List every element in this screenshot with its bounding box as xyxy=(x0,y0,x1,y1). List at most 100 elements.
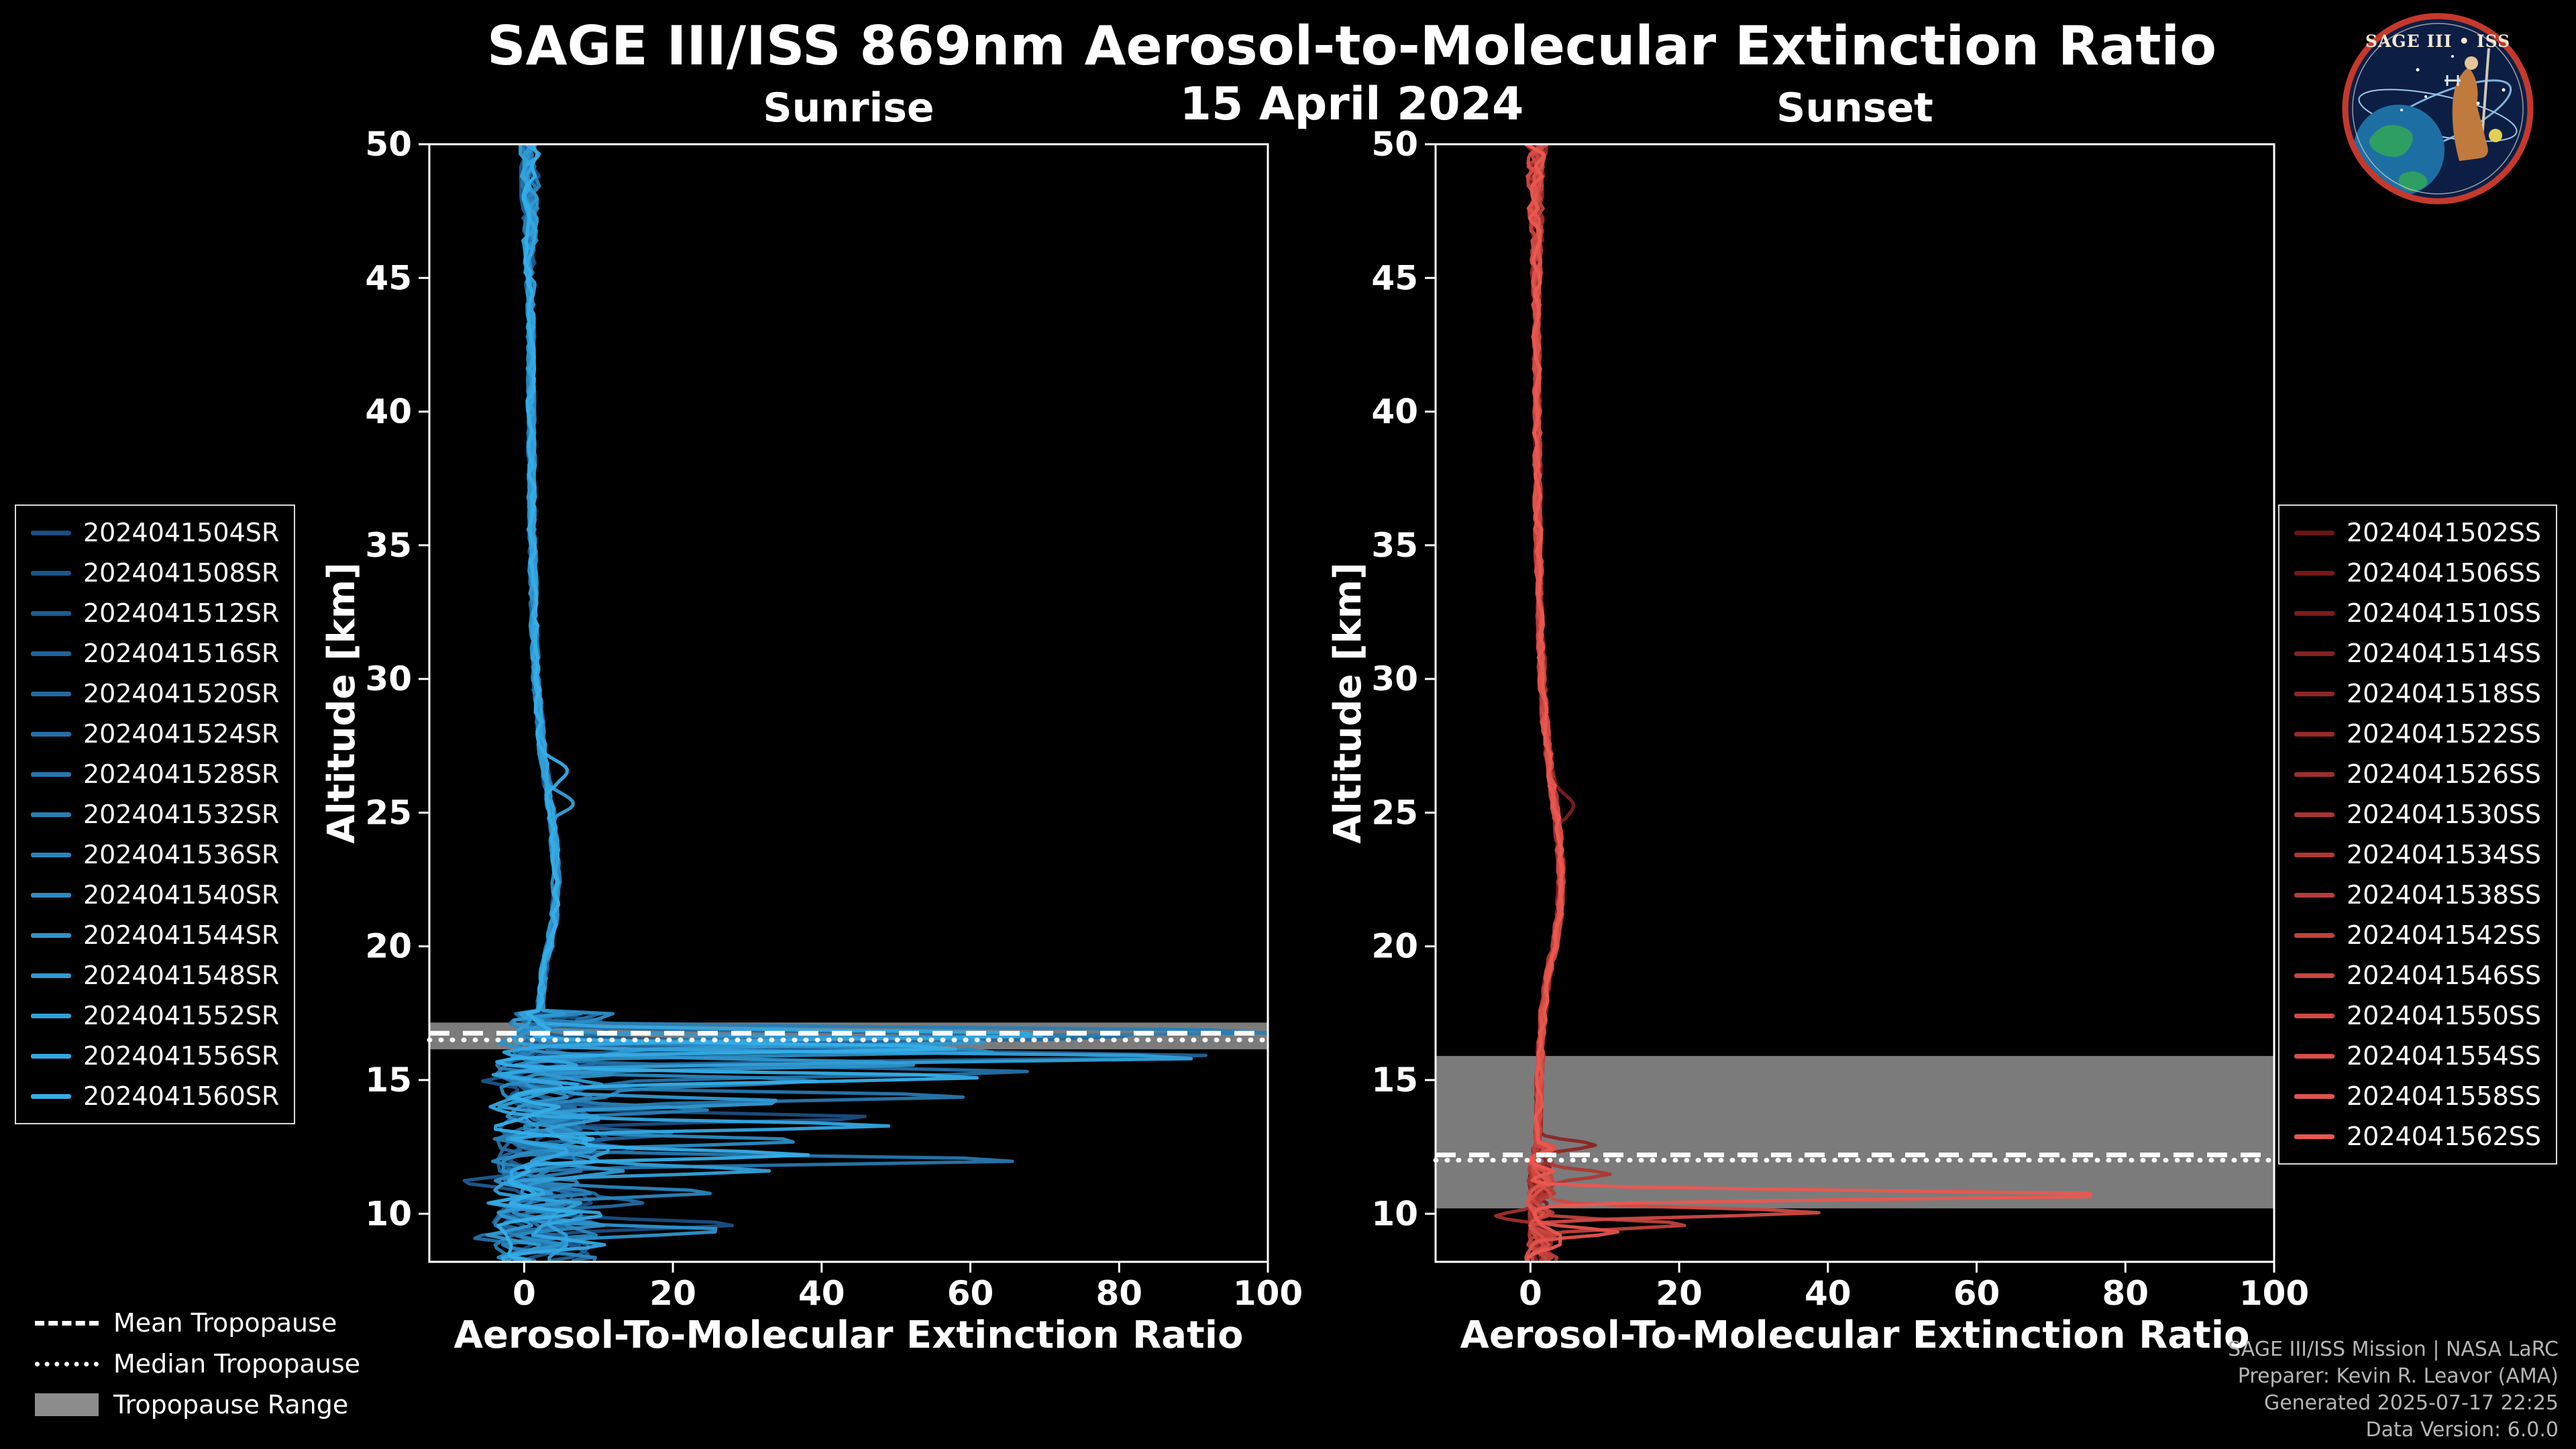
x-tick-label: 0 xyxy=(513,1274,536,1313)
legend-label: 2024041562SS xyxy=(2346,1122,2541,1151)
legend-line-swatch xyxy=(2294,1134,2334,1139)
legend-item: 2024041518SS xyxy=(2294,678,2541,710)
legend-item: 2024041514SS xyxy=(2294,637,2541,669)
profile-lines-group xyxy=(462,144,1268,1262)
legend-label: 2024041518SS xyxy=(2346,679,2541,708)
legend-item: 2024041502SS xyxy=(2294,517,2541,549)
legend-item: 2024041542SS xyxy=(2294,919,2541,951)
legend-line-swatch xyxy=(31,570,71,576)
legend-line-swatch xyxy=(31,852,71,857)
y-tick-label: 10 xyxy=(365,1194,412,1233)
x-tick-label: 60 xyxy=(1953,1274,2000,1313)
legend-line-swatch xyxy=(2294,610,2334,616)
legend-label: 2024041520SR xyxy=(83,679,280,708)
legend-line-swatch xyxy=(2294,892,2334,898)
x-tick-label: 40 xyxy=(798,1274,845,1313)
legend-line-swatch xyxy=(31,691,71,696)
x-tick-label: 0 xyxy=(1519,1274,1542,1313)
profile-line-2024041562SS xyxy=(1525,144,2092,1261)
profile-line-2024041560SR xyxy=(494,144,979,1262)
x-tick-label: 60 xyxy=(947,1274,994,1313)
legend-item: 2024041548SR xyxy=(31,959,279,991)
legend-item: 2024041540SR xyxy=(31,879,279,911)
logo-figure-head xyxy=(2465,56,2478,70)
legend-line-swatch xyxy=(31,610,71,616)
mean-tropopause-line-sample xyxy=(35,1320,99,1326)
legend-line-swatch xyxy=(2294,691,2334,696)
legend-item: 2024041536SR xyxy=(31,839,279,871)
legend-line-swatch xyxy=(2294,973,2334,978)
y-tick-label: 50 xyxy=(365,125,412,164)
legend-item: 2024041554SS xyxy=(2294,1040,2541,1072)
y-tick-label: 25 xyxy=(365,793,412,832)
logo-stars xyxy=(2400,55,2506,111)
tropopause-range-band xyxy=(1436,1056,2274,1209)
x-tick-label: 20 xyxy=(1656,1274,1703,1313)
legend-label: 2024041524SR xyxy=(83,719,280,749)
x-tick-label: 80 xyxy=(1096,1274,1143,1313)
y-axis-label: Altitude [km] xyxy=(1326,562,1370,843)
logo-red-ring xyxy=(2342,13,2534,205)
legend-label: 2024041542SS xyxy=(2346,920,2541,950)
logo-moon xyxy=(2489,129,2502,142)
legend-line-swatch xyxy=(31,812,71,817)
y-tick-label: 40 xyxy=(1371,392,1418,431)
credit-preparer-line: Preparer: Kevin R. Leavor (AMA) xyxy=(2237,1364,2559,1388)
legend-item: 2024041562SS xyxy=(2294,1120,2541,1152)
legend-line-swatch xyxy=(31,1053,71,1059)
legend-line-swatch xyxy=(2294,771,2334,777)
legend-label: 2024041522SS xyxy=(2346,719,2541,749)
legend-item: 2024041508SR xyxy=(31,557,279,589)
y-tick-label: 45 xyxy=(365,258,412,297)
sunset-panel: 0 20 40 60 80 100 10 15 20 25 30 35 40 45 50 Aerosol-To… xyxy=(1326,125,2309,1357)
legend-label: 2024041556SR xyxy=(83,1041,280,1071)
legend-item: 2024041524SR xyxy=(31,718,279,750)
legend-label: 2024041560SR xyxy=(83,1081,280,1111)
legend-line-swatch xyxy=(31,1093,71,1099)
median-tropopause-label: Median Tropopause xyxy=(113,1349,360,1379)
mean-tropopause-label: Mean Tropopause xyxy=(113,1308,337,1338)
legend-item: 2024041560SR xyxy=(31,1080,279,1112)
x-tick-label: 40 xyxy=(1805,1274,1851,1313)
axes-frame xyxy=(1434,143,2275,1263)
legend-label: 2024041510SS xyxy=(2346,598,2541,628)
y-tick-label: 15 xyxy=(365,1061,412,1099)
legend-item: 2024041522SS xyxy=(2294,718,2541,750)
credits-block: SAGE III/ISS Mission | NASA LaRC Prepare… xyxy=(2228,1336,2559,1444)
tropopause-range-label: Tropopause Range xyxy=(113,1390,349,1419)
profile-line-2024041556SR xyxy=(488,144,1043,1262)
legend-label: 2024041538SS xyxy=(2346,880,2541,910)
legend-line-swatch xyxy=(2294,570,2334,576)
legend-line-swatch xyxy=(31,771,71,777)
credit-generated-line: Generated 2025-07-17 22:25 xyxy=(2263,1391,2559,1415)
y-tick-label: 25 xyxy=(1371,793,1418,832)
sunset-panel-title: Sunset xyxy=(1776,85,1933,131)
legend-label: 2024041530SS xyxy=(2346,800,2541,829)
logo-inner-ring xyxy=(2352,23,2524,195)
profile-lines-group xyxy=(1494,144,2092,1262)
legend-item: 2024041556SR xyxy=(31,1040,279,1072)
logo-title-text: SAGE III • ISS xyxy=(2365,32,2510,51)
legend-label: 2024041532SR xyxy=(83,800,280,829)
y-tick-label: 35 xyxy=(1371,526,1418,565)
sunrise-legend: 2024041504SR 2024041508SR 2024041512SR 2024… xyxy=(15,504,296,1124)
legend-item: 2024041512SR xyxy=(31,597,279,629)
y-tick-label: 35 xyxy=(365,526,412,565)
legend-line-swatch xyxy=(2294,1013,2334,1018)
x-axis-label: Aerosol-To-Molecular Extinction Ratio xyxy=(454,1313,1244,1357)
legend-line-swatch xyxy=(31,651,71,656)
legend-label: 2024041514SS xyxy=(2346,639,2541,668)
x-tick-label: 100 xyxy=(2239,1274,2309,1313)
legend-line-swatch xyxy=(2294,651,2334,656)
figure-title: SAGE III/ISS 869nm Aerosol-to-Molecular … xyxy=(486,15,2217,77)
legend-line-swatch xyxy=(31,530,71,535)
legend-label: 2024041508SR xyxy=(83,558,280,588)
legend-label: 2024041548SR xyxy=(83,961,280,990)
credit-data-version-line: Data Version: 6.0.0 xyxy=(2365,1418,2559,1442)
legend-line-swatch xyxy=(31,932,71,938)
y-tick-label: 15 xyxy=(1371,1061,1418,1099)
legend-label: 2024041516SR xyxy=(83,639,280,668)
sunrise-panel-title: Sunrise xyxy=(763,85,934,131)
legend-item: 2024041526SS xyxy=(2294,758,2541,790)
y-tick-label: 45 xyxy=(1371,258,1418,297)
